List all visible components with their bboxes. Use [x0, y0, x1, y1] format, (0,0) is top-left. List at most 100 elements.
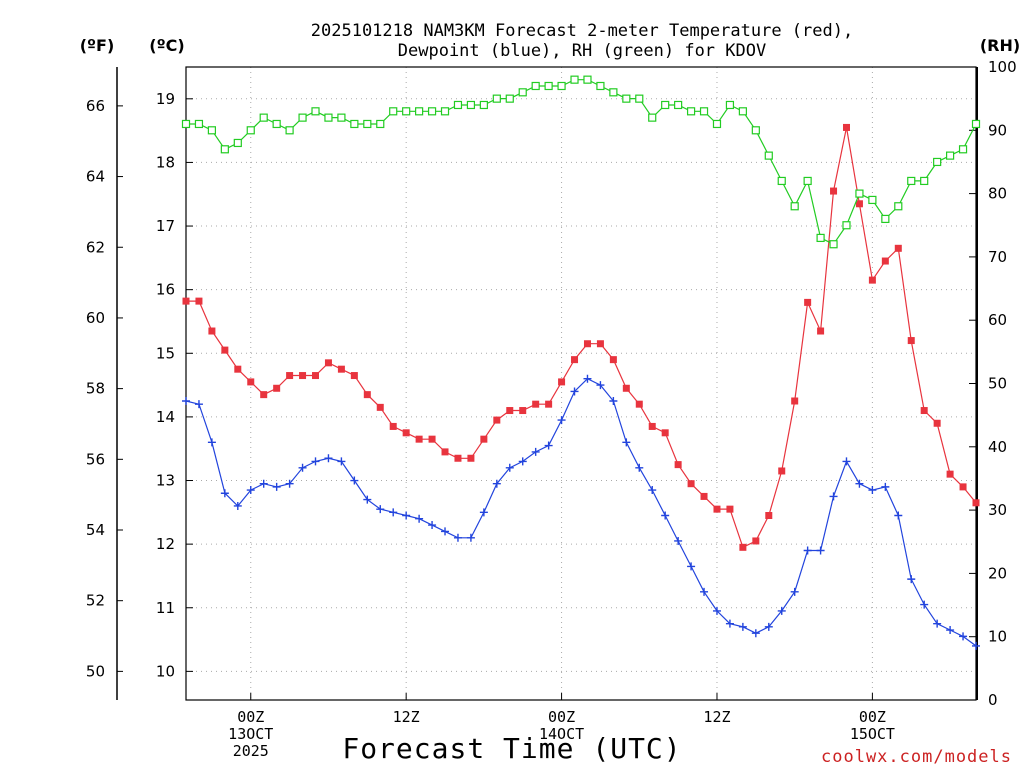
rh-tick-label: 10 [988, 628, 1007, 646]
temperature-point [402, 429, 410, 437]
dewpoint-point [907, 575, 916, 584]
fahrenheit-axis-unit: (ºF) [80, 36, 115, 55]
fahrenheit-tick-label: 66 [86, 97, 105, 115]
dewpoint-point [635, 463, 644, 472]
dewpoint-point [829, 492, 838, 501]
rh-point [842, 221, 851, 230]
rh-tick-label: 20 [988, 564, 1007, 582]
temperature-point [791, 397, 799, 405]
rh-tick-label: 0 [988, 691, 998, 709]
rh-point [518, 88, 527, 97]
dewpoint-point [738, 622, 747, 631]
rh-point [415, 107, 424, 116]
dewpoint-point [544, 441, 553, 450]
rh-point [298, 113, 307, 122]
rh-point [855, 189, 864, 198]
rh-point [402, 107, 411, 116]
dewpoint-point [376, 505, 385, 514]
rh-point [337, 113, 346, 122]
temperature-point [558, 378, 566, 386]
rh-point [531, 81, 540, 91]
dewpoint-point [920, 600, 929, 609]
dewpoint-point [350, 476, 359, 485]
rh-point [958, 145, 968, 154]
temperature-point [894, 244, 902, 252]
temperature-point [299, 372, 307, 380]
dewpoint-point [622, 438, 631, 447]
temperature-point [700, 492, 708, 500]
rh-tick-label: 40 [988, 438, 1007, 456]
temperature-point [842, 123, 850, 131]
dewpoint-point [363, 495, 372, 504]
rh-point [285, 126, 294, 135]
rh-point [583, 75, 592, 84]
temperature-point [674, 461, 682, 469]
temperature-point [208, 327, 216, 335]
temperature-point [804, 298, 812, 306]
celsius-tick-label: 15 [156, 344, 175, 362]
x-tick-label: 12Z [393, 708, 420, 726]
temperature-point [467, 454, 475, 462]
rh-point [751, 126, 760, 135]
temperature-point [415, 435, 423, 443]
fahrenheit-tick-label: 60 [86, 309, 105, 327]
fahrenheit-tick-label: 50 [86, 662, 105, 680]
dewpoint-point [441, 527, 450, 536]
dewpoint-point [674, 536, 683, 545]
x-tick-label: 2025 [233, 742, 269, 760]
temperature-point [765, 512, 773, 520]
rh-point [790, 202, 799, 211]
rh-tick-label: 100 [988, 58, 1017, 76]
temperature-point [635, 400, 643, 408]
temperature-point [182, 297, 190, 305]
dewpoint-point [505, 463, 514, 472]
temperature-point [376, 403, 384, 411]
temperature-point [234, 365, 242, 373]
temperature-point [778, 467, 786, 475]
rh-point [440, 107, 450, 116]
temperature-point [596, 340, 604, 348]
rh-point [376, 119, 385, 129]
rh-point [933, 157, 942, 167]
fahrenheit-tick-label: 56 [86, 450, 105, 468]
rh-point [777, 176, 786, 186]
rh-point [648, 113, 657, 122]
series-dewpoint [182, 374, 980, 650]
temperature-point [972, 499, 980, 507]
rh-point [907, 176, 916, 186]
rh-point [453, 100, 463, 110]
dewpoint-point [777, 606, 786, 615]
rh-point [971, 119, 981, 129]
temperature-point [687, 480, 695, 488]
celsius-tick-label: 12 [156, 535, 175, 553]
temperature-point [855, 200, 863, 208]
fahrenheit-tick-label: 52 [86, 592, 105, 610]
rh-axis-unit: (RH) [980, 36, 1020, 55]
celsius-tick-label: 16 [156, 281, 175, 299]
temperature-point [920, 407, 928, 415]
dewpoint-point [259, 479, 268, 488]
rh-point [609, 88, 618, 97]
temperature-point [661, 429, 669, 437]
dewpoint-point [337, 457, 346, 466]
credit-label: coolwx.com/models [821, 747, 1012, 767]
title-line-1: 2025101218 NAM3KM Forecast 2-meter Tempe… [311, 21, 853, 41]
celsius-tick-label: 11 [156, 599, 175, 617]
rh-point [661, 100, 670, 110]
dewpoint-point [881, 482, 890, 491]
temperature-point [881, 257, 889, 265]
rh-point [233, 138, 242, 148]
rh-tick-label: 30 [988, 501, 1007, 519]
dewpoint-point [311, 457, 320, 466]
temperature-point [622, 384, 630, 392]
dewpoint-point [466, 533, 475, 542]
rh-point [544, 81, 553, 91]
celsius-tick-label: 18 [156, 153, 175, 171]
rh-point [881, 214, 890, 224]
temperature-point [286, 372, 294, 380]
dewpoint-point [246, 486, 255, 495]
temperature-point [959, 483, 967, 491]
rh-point [363, 119, 372, 129]
temperature-point [441, 448, 449, 456]
